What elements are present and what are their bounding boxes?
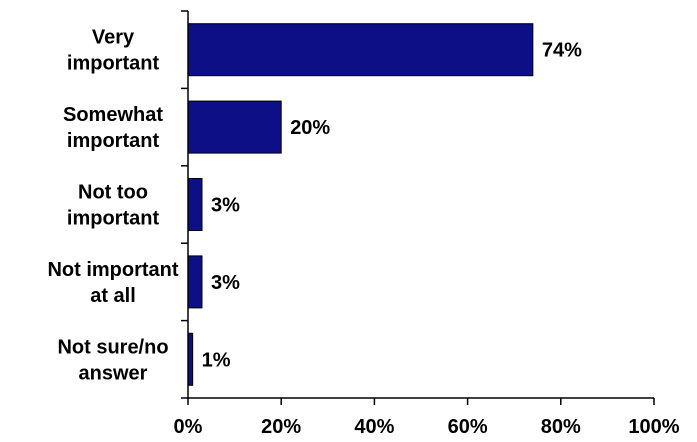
bar (187, 178, 203, 231)
category-label-line: important (67, 53, 160, 75)
x-tick-label: 60% (448, 416, 488, 438)
data-label: 20% (290, 117, 330, 139)
category-label: Very important (67, 27, 160, 75)
category-label: Somewhat important (63, 104, 163, 152)
category-label-line: at all (90, 285, 136, 307)
x-tick-label: 0% (174, 416, 203, 438)
category-label-line: important (67, 208, 160, 230)
data-labels-group: 74% 20% 3% 3% 1% (202, 40, 582, 372)
bar (187, 255, 203, 309)
category-label: Not sure/no answer (57, 336, 168, 384)
x-tick-labels-group: 0% 20% 40% 60% 80% 100% (174, 416, 680, 438)
bars-group (187, 23, 534, 386)
data-label: 3% (211, 272, 240, 294)
category-label-line: Somewhat (63, 104, 163, 126)
bar (187, 23, 534, 77)
category-label-line: Not important (47, 259, 178, 281)
bar (187, 100, 282, 154)
category-label: Not too important (67, 182, 160, 230)
y-axis-ticks-group (181, 10, 188, 399)
data-label: 1% (202, 349, 231, 371)
category-labels-group: Very important Somewhat important Not too imp… (47, 27, 178, 385)
category-label-line: important (67, 130, 160, 152)
category-label-line: Not sure/no (57, 336, 168, 358)
x-tick-label: 40% (354, 416, 394, 438)
x-tick-label: 100% (628, 416, 679, 438)
category-label-line: answer (79, 362, 148, 384)
category-label-line: Very (92, 27, 135, 49)
x-axis-ticks-group (187, 398, 655, 405)
category-label-line: Not too (78, 182, 148, 204)
category-label: Not important at all (47, 259, 178, 307)
x-tick-label: 20% (261, 416, 301, 438)
x-tick-label: 80% (541, 416, 581, 438)
data-label: 74% (542, 40, 582, 62)
data-label: 3% (211, 195, 240, 217)
